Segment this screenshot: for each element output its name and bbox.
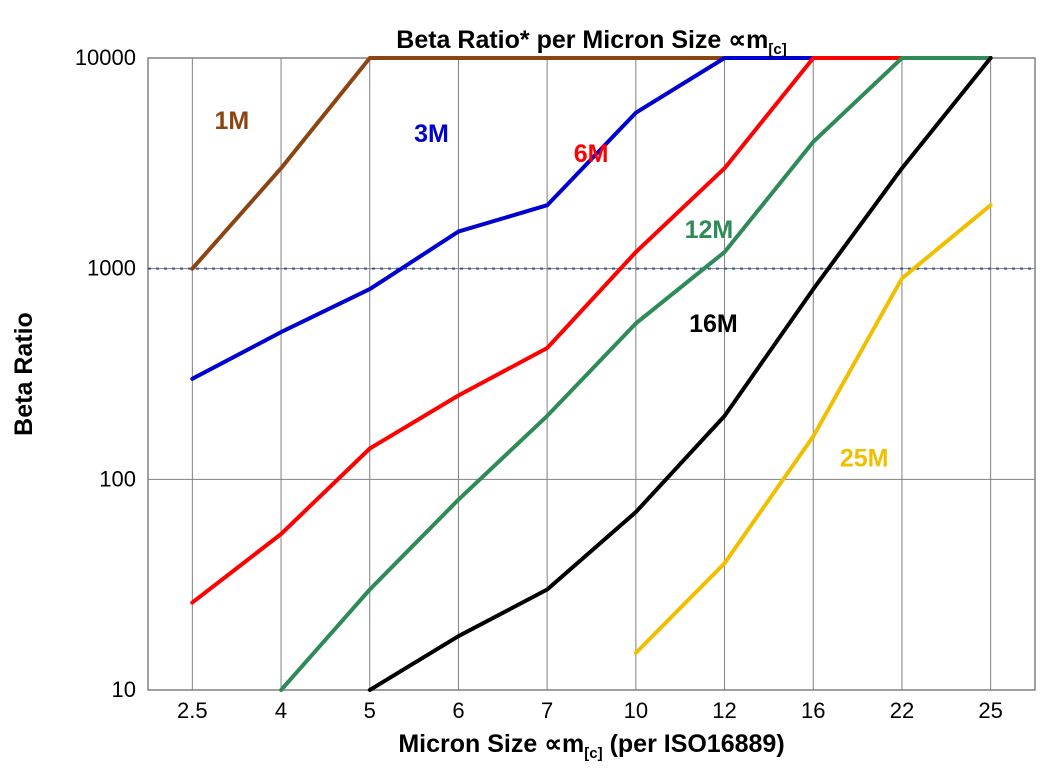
series-label-16M: 16M [689,310,738,338]
x-tick-label: 22 [890,698,914,723]
series-label-3M: 3M [414,120,449,148]
x-tick-label: 5 [364,698,376,723]
y-tick-label: 10000 [75,45,136,70]
y-tick-label: 10 [112,677,136,702]
beta-ratio-chart: 1M 3M 6M 12M 16M 25M 2.5 4 5 6 7 10 12 16 22 25 10 100 100… [0,0,1055,781]
series-label-6M: 6M [574,140,609,168]
chart-title: Beta Ratio* per Micron Size ∝m[c] [396,26,786,58]
series-label-25M: 25M [840,445,889,473]
y-axis-label: Beta Ratio [10,312,38,436]
series-label-1M: 1M [215,107,250,135]
x-tick-label: 16 [801,698,825,723]
x-tick-label: 7 [541,698,553,723]
y-tick-label: 100 [99,466,136,491]
x-tick-label: 25 [978,698,1002,723]
x-tick-label: 6 [452,698,464,723]
y-tick-label: 1000 [87,256,136,281]
x-tick-label: 2.5 [177,698,208,723]
series-label-12M: 12M [685,216,734,244]
x-tick-label: 4 [275,698,287,723]
x-tick-label: 10 [624,698,648,723]
x-tick-label: 12 [712,698,736,723]
